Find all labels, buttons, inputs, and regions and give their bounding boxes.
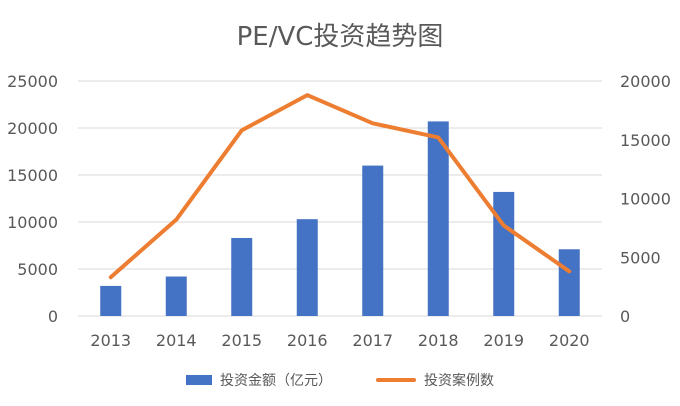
x-tick-label: 2018 [418, 331, 459, 350]
legend-item-cases: 投资案例数 [376, 370, 494, 390]
y-left-tick-label: 10000 [7, 213, 58, 232]
bar [362, 165, 384, 316]
x-axis-ticks: 2013 2014 2015 2016 2017 2018 2019 2020 [90, 331, 589, 350]
y-right-tick-label: 5000 [620, 248, 661, 267]
y-left-tick-label: 5000 [17, 260, 58, 279]
y-right-tick-label: 15000 [620, 131, 671, 150]
bar [427, 121, 449, 316]
legend-item-amount: 投资金额（亿元） [186, 370, 332, 390]
legend-swatch-bar [186, 375, 212, 385]
y-right-tick-label: 10000 [620, 190, 671, 209]
y-left-tick-label: 20000 [7, 119, 58, 138]
line-series [108, 93, 572, 280]
x-tick-label: 2019 [483, 331, 524, 350]
x-tick-label: 2014 [156, 331, 197, 350]
legend-label-amount: 投资金额（亿元） [220, 373, 332, 389]
bar [493, 191, 515, 316]
legend-swatch-line [376, 378, 416, 382]
bar [558, 249, 580, 316]
bar [231, 237, 253, 316]
bar [296, 219, 318, 316]
legend-label-cases: 投资案例数 [424, 373, 494, 389]
x-tick-label: 2020 [549, 331, 590, 350]
x-tick-label: 2016 [287, 331, 328, 350]
chart-title: PE/VC投资趋势图 [236, 22, 444, 52]
x-tick-label: 2017 [352, 331, 393, 350]
x-tick-label: 2015 [221, 331, 262, 350]
y-left-tick-label: 25000 [7, 72, 58, 91]
y-right-tick-label: 20000 [620, 72, 671, 91]
right-axis-ticks: 0 5000 10000 15000 20000 [620, 72, 671, 326]
bar [100, 285, 122, 316]
x-tick-label: 2013 [90, 331, 131, 350]
bar [165, 276, 187, 316]
bar-series [100, 121, 580, 316]
y-left-tick-label: 0 [48, 307, 58, 326]
y-right-tick-label: 0 [620, 307, 630, 326]
y-left-tick-label: 15000 [7, 166, 58, 185]
legend: 投资金额（亿元） 投资案例数 [0, 370, 680, 390]
left-axis-ticks: 0 5000 10000 15000 20000 25000 [7, 72, 58, 326]
cases-line [108, 93, 572, 280]
gridlines [78, 80, 602, 317]
